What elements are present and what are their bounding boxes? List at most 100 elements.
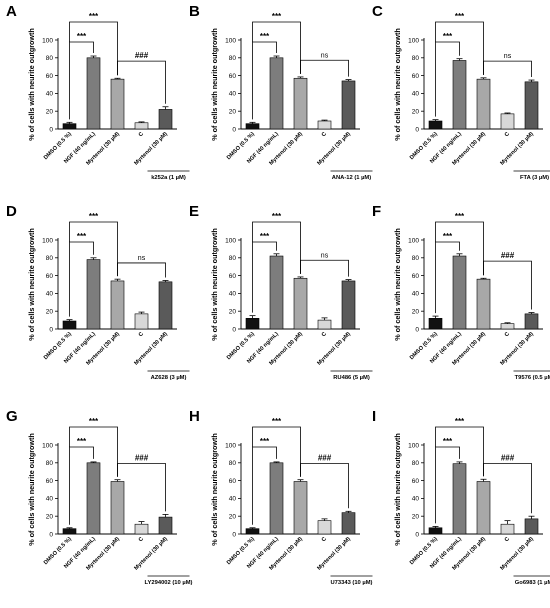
y-tick-label: 100 bbox=[225, 37, 236, 44]
significance-label: *** bbox=[89, 12, 99, 21]
significance-bracket bbox=[117, 60, 166, 104]
y-tick-label: 60 bbox=[46, 73, 54, 80]
bar bbox=[317, 120, 332, 130]
bar bbox=[110, 78, 125, 130]
significance-bracket bbox=[69, 241, 94, 317]
significance-bracket bbox=[435, 21, 484, 75]
significance-label: *** bbox=[272, 212, 282, 221]
x-tick-label: C bbox=[504, 331, 511, 338]
significance-bracket bbox=[252, 426, 301, 477]
significance-bracket bbox=[69, 446, 94, 525]
y-tick-label: 20 bbox=[46, 514, 54, 521]
x-tick-label: C bbox=[504, 131, 511, 138]
y-tick-label: 100 bbox=[42, 37, 53, 44]
y-tick-label: 40 bbox=[229, 291, 237, 298]
y-tick-label: 0 bbox=[232, 126, 236, 133]
bar bbox=[86, 57, 101, 130]
bar bbox=[134, 523, 149, 535]
panel-g: G % of cells with neurite outgrowth 0 20 40 6… bbox=[6, 408, 193, 586]
x-tick-label: C bbox=[504, 536, 511, 543]
significance-label: *** bbox=[77, 232, 87, 241]
significance-bracket bbox=[69, 221, 118, 277]
bar bbox=[245, 528, 260, 535]
significance-bracket bbox=[117, 262, 166, 278]
significance-label: *** bbox=[260, 437, 270, 446]
x-tick-label: C bbox=[138, 131, 145, 138]
bar bbox=[341, 80, 356, 130]
panel-h: H % of cells with neurite outgrowth 0 20 40 6… bbox=[189, 408, 373, 586]
x-tick-label: Myrtenol (30 µM) bbox=[133, 536, 169, 572]
significance-label: *** bbox=[260, 232, 270, 241]
bar bbox=[110, 280, 125, 330]
bar bbox=[134, 313, 149, 330]
panel-letter: I bbox=[372, 408, 376, 425]
y-tick-label: 40 bbox=[412, 91, 420, 98]
y-tick-label: 60 bbox=[412, 273, 420, 280]
bar bbox=[524, 518, 539, 535]
y-tick-label: 0 bbox=[49, 326, 53, 333]
y-tick-label: 20 bbox=[412, 309, 420, 316]
y-tick-label: 40 bbox=[412, 496, 420, 503]
y-tick-label: 40 bbox=[412, 291, 420, 298]
significance-bracket bbox=[483, 463, 532, 514]
significance-label: ns bbox=[504, 53, 512, 60]
y-axis-label: % of cells with neurite outgrowth bbox=[393, 433, 402, 546]
y-tick-label: 20 bbox=[46, 109, 54, 116]
significance-label: ### bbox=[135, 51, 149, 60]
significance-label: *** bbox=[455, 212, 465, 221]
y-tick-label: 60 bbox=[46, 478, 54, 485]
y-tick-label: 80 bbox=[412, 460, 420, 467]
bar bbox=[293, 77, 308, 130]
bar bbox=[86, 462, 101, 535]
x-tick-label: Myrtenol (30 µM) bbox=[499, 131, 535, 167]
significance-bracket bbox=[252, 241, 277, 313]
significance-bracket bbox=[435, 241, 460, 314]
bar bbox=[86, 259, 101, 330]
y-tick-label: 100 bbox=[408, 237, 419, 244]
x-tick-label: C bbox=[138, 331, 145, 338]
y-axis-label: % of cells with neurite outgrowth bbox=[210, 228, 219, 341]
bar bbox=[134, 122, 149, 130]
significance-label: ### bbox=[501, 453, 515, 462]
y-tick-label: 80 bbox=[229, 255, 237, 262]
y-tick-label: 0 bbox=[415, 126, 419, 133]
significance-bracket bbox=[117, 463, 166, 512]
y-tick-label: 0 bbox=[232, 531, 236, 538]
significance-bracket bbox=[435, 426, 484, 477]
y-tick-label: 60 bbox=[229, 478, 237, 485]
treatment-label: k252a (1 µM) bbox=[151, 175, 186, 181]
y-axis-label: % of cells with neurite outgrowth bbox=[393, 28, 402, 141]
y-tick-label: 0 bbox=[232, 326, 236, 333]
x-tick-label: Myrtenol (30 µM) bbox=[499, 331, 535, 367]
treatment-label: LY294002 (10 µM) bbox=[145, 580, 193, 586]
bar bbox=[269, 462, 284, 535]
y-tick-label: 80 bbox=[412, 55, 420, 62]
y-tick-label: 40 bbox=[229, 91, 237, 98]
y-tick-label: 40 bbox=[46, 496, 54, 503]
y-tick-label: 80 bbox=[229, 55, 237, 62]
panel-letter: F bbox=[372, 203, 381, 220]
bar bbox=[500, 323, 515, 330]
panel-a: A % of cells with neurite outgrowth 0 20 40 6… bbox=[6, 3, 190, 181]
x-tick-label: C bbox=[321, 131, 328, 138]
bar bbox=[293, 481, 308, 535]
significance-label: *** bbox=[272, 417, 282, 426]
y-tick-label: 0 bbox=[415, 326, 419, 333]
treatment-label: RU486 (5 µM) bbox=[333, 375, 370, 381]
significance-label: *** bbox=[443, 437, 453, 446]
bar bbox=[428, 318, 443, 330]
x-tick-label: Myrtenol (30 µM) bbox=[499, 536, 535, 572]
bar bbox=[428, 120, 443, 130]
bar bbox=[476, 278, 491, 330]
bar bbox=[452, 463, 467, 535]
significance-bracket bbox=[69, 21, 118, 76]
y-axis-label: % of cells with neurite outgrowth bbox=[210, 433, 219, 546]
y-tick-label: 100 bbox=[42, 237, 53, 244]
panel-d: D % of cells with neurite outgrowth 0 20 40 6… bbox=[6, 203, 190, 381]
y-tick-label: 20 bbox=[229, 514, 237, 521]
significance-bracket bbox=[483, 60, 532, 78]
panel-letter: D bbox=[6, 203, 17, 220]
significance-label: ### bbox=[135, 453, 149, 462]
y-tick-label: 60 bbox=[46, 273, 54, 280]
x-tick-label: Myrtenol (30 µM) bbox=[316, 131, 352, 167]
